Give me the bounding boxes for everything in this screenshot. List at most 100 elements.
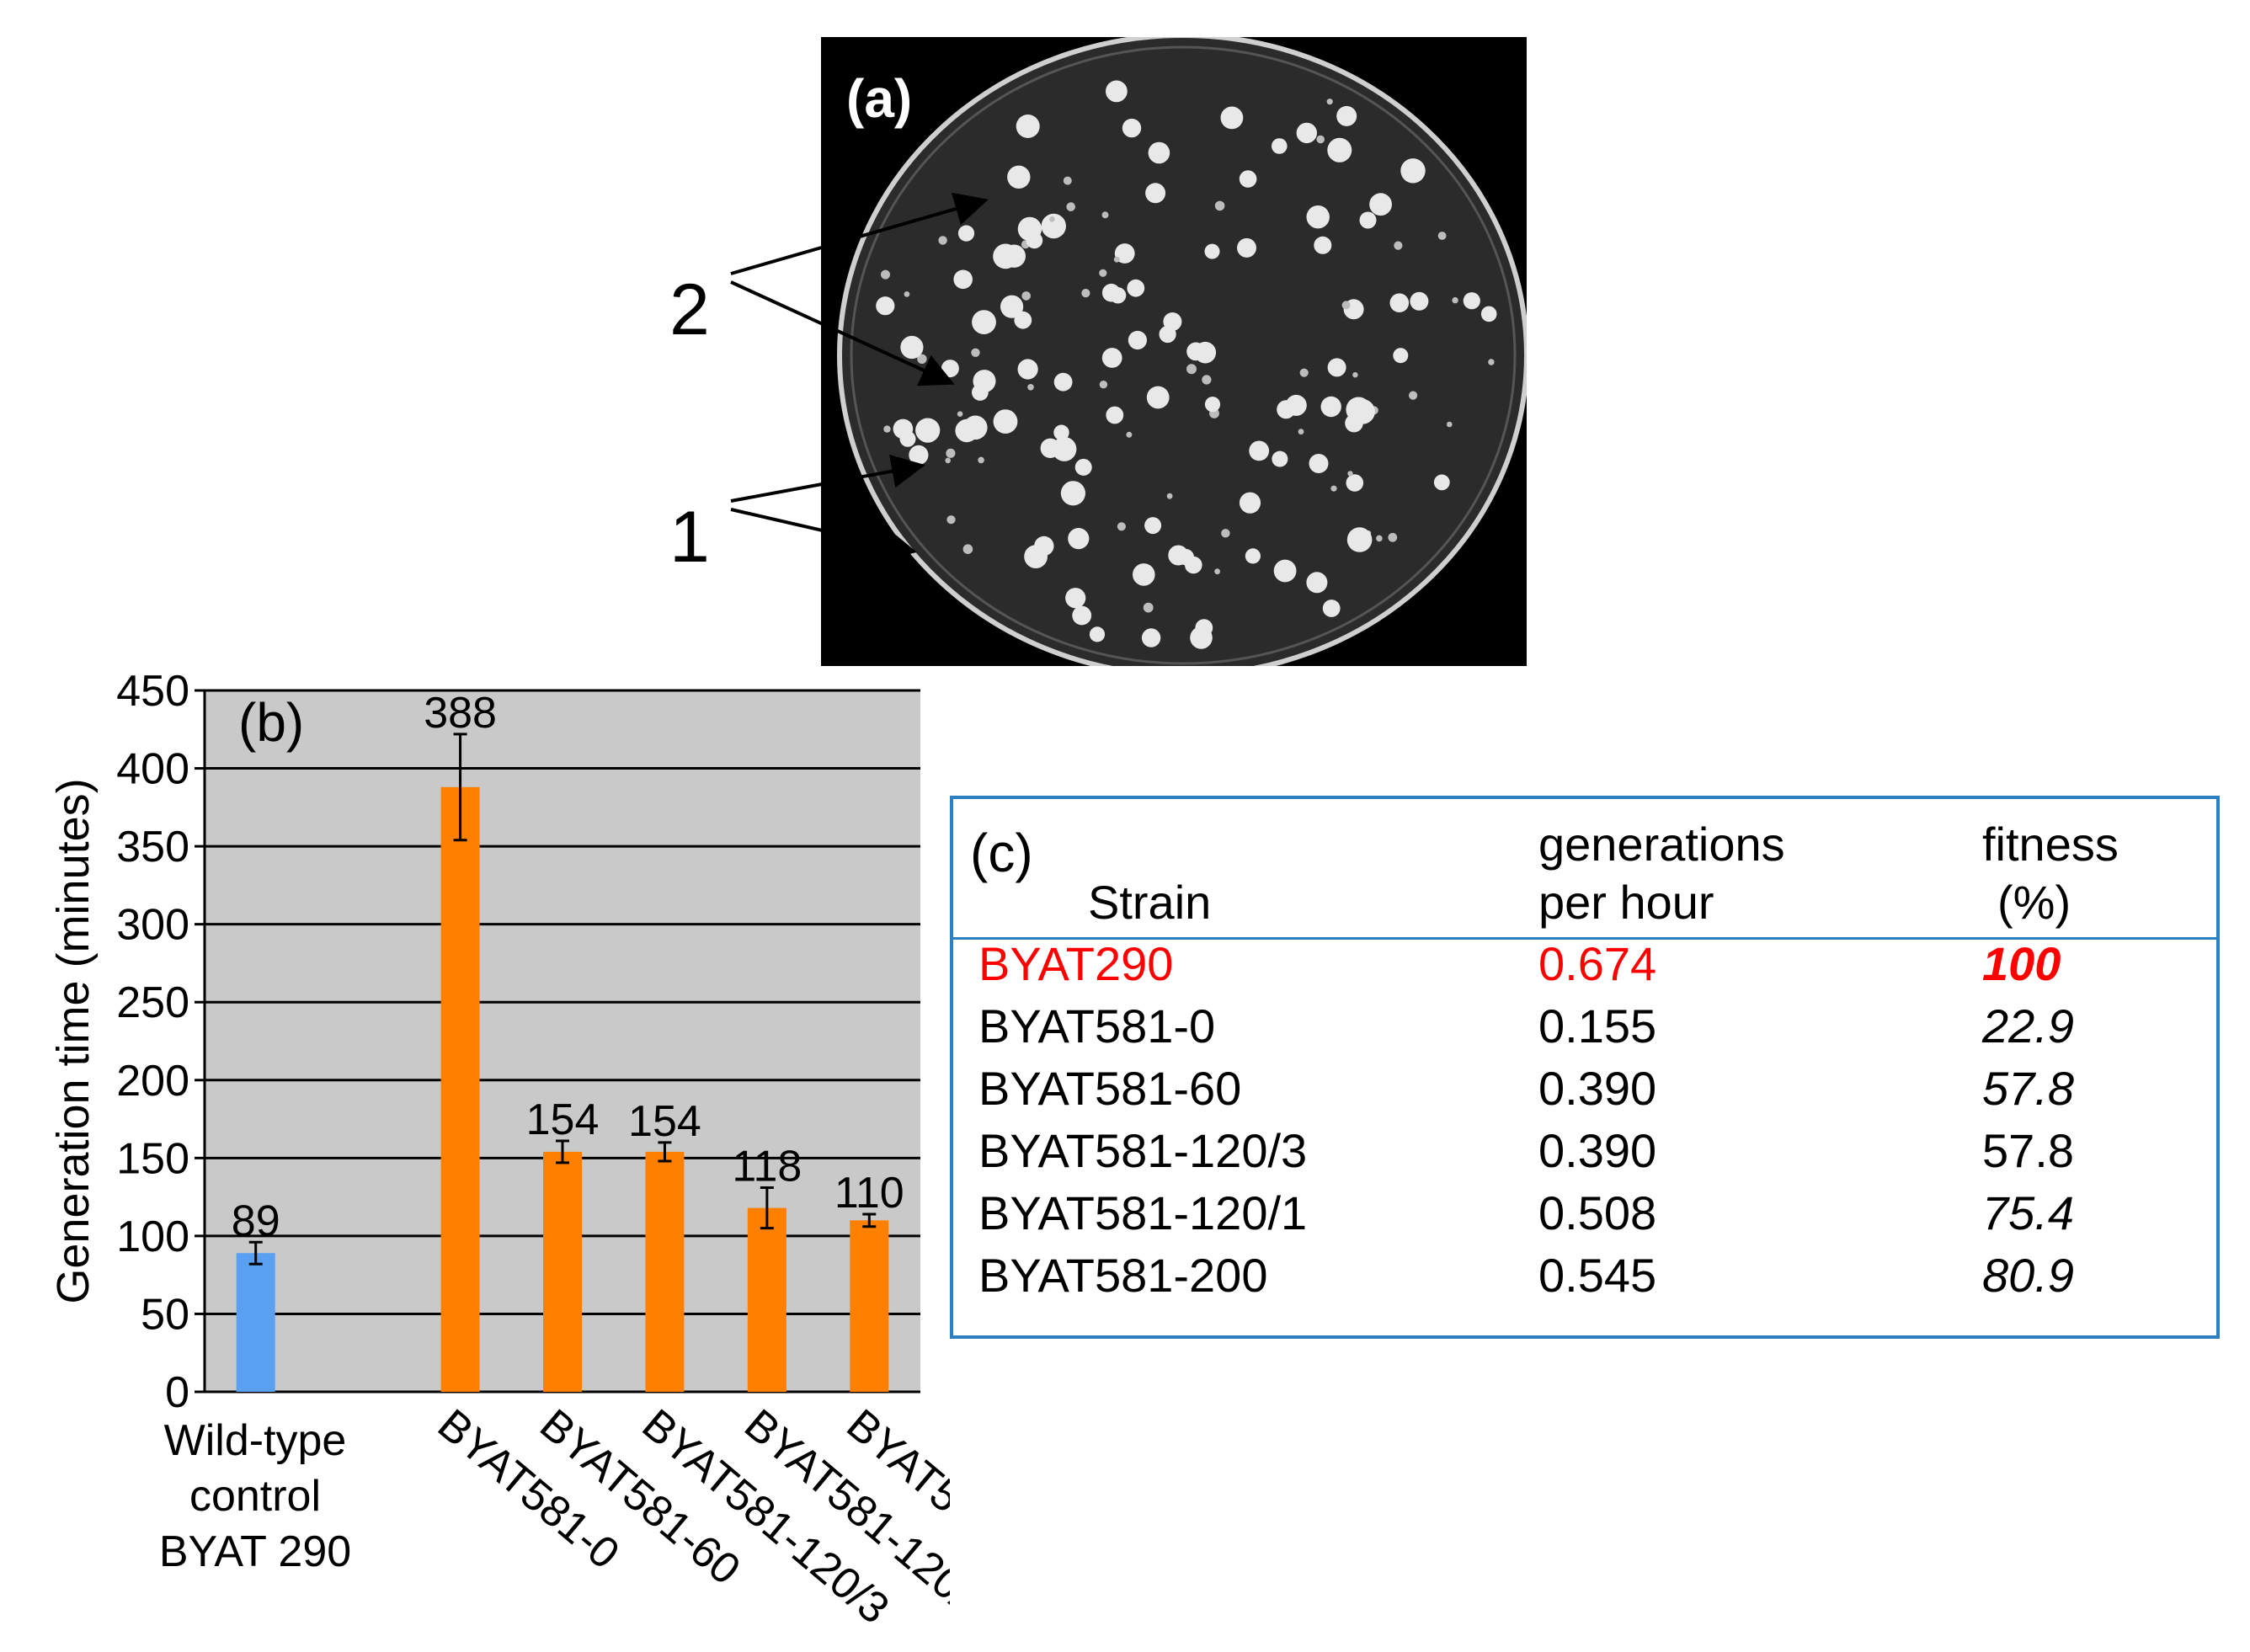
arrow-2-lower xyxy=(730,280,955,386)
fitness-cell: 57.8 xyxy=(1982,1062,2074,1115)
colony xyxy=(1400,158,1426,184)
petri-dish xyxy=(837,37,1527,666)
colony xyxy=(883,425,891,433)
colony xyxy=(1437,232,1447,240)
colony xyxy=(1072,605,1092,626)
colony xyxy=(1330,485,1337,492)
colony xyxy=(900,335,924,360)
colony xyxy=(1099,381,1108,389)
colony xyxy=(957,411,963,418)
colony xyxy=(1393,348,1409,364)
colony xyxy=(1388,532,1398,542)
gph-cell: 0.674 xyxy=(1538,937,1657,990)
fitness-cell: 100 xyxy=(1982,937,2061,990)
colony xyxy=(1245,548,1261,564)
y-axis-title: Generation time (minutes) xyxy=(48,778,99,1303)
gph-cell: 0.508 xyxy=(1538,1186,1657,1239)
arrow-2-upper xyxy=(730,192,989,275)
x-tick-label: control xyxy=(189,1472,321,1521)
colony xyxy=(953,269,973,290)
fitness-cell: 57.8 xyxy=(1982,1124,2074,1177)
colony xyxy=(1409,391,1418,400)
colony xyxy=(1016,115,1040,138)
data-label: 110 xyxy=(834,1169,904,1218)
colony xyxy=(1326,99,1333,105)
colony xyxy=(1299,368,1309,377)
colony xyxy=(993,243,1018,269)
colony xyxy=(1285,394,1307,416)
colony xyxy=(1204,397,1221,413)
colony xyxy=(1017,216,1042,242)
colony xyxy=(1101,283,1121,302)
colony xyxy=(1144,517,1162,535)
colony xyxy=(1186,364,1197,375)
colony xyxy=(899,430,916,447)
colony xyxy=(1239,492,1261,514)
colony xyxy=(1447,421,1453,428)
colony xyxy=(1106,406,1124,424)
colony xyxy=(938,236,947,245)
bar xyxy=(747,1207,786,1392)
colony xyxy=(1389,293,1410,313)
colony xyxy=(1114,243,1135,264)
colony xyxy=(1347,471,1353,477)
colony xyxy=(1099,269,1107,277)
colony xyxy=(1101,211,1109,219)
data-label: 118 xyxy=(732,1143,802,1191)
colony xyxy=(1117,522,1126,531)
strain-cell: BYAT581-60 xyxy=(978,1062,1242,1115)
chart-panel-b: 0 50 100 150 200 250 300 350 400 450 Generation ti… xyxy=(0,665,1074,1652)
colony xyxy=(876,296,895,316)
colony xyxy=(1021,291,1031,301)
colony xyxy=(972,310,996,334)
colonies xyxy=(876,80,1497,649)
colony xyxy=(1214,200,1225,211)
colony xyxy=(1249,440,1270,461)
plate-image: (a) xyxy=(821,37,1527,666)
colony xyxy=(1309,454,1329,473)
colony xyxy=(1204,243,1220,259)
colony xyxy=(1166,493,1173,499)
gph-cell: 0.155 xyxy=(1538,999,1657,1052)
colony xyxy=(1327,358,1346,377)
colony xyxy=(1133,563,1155,586)
colony xyxy=(1463,292,1480,310)
colony xyxy=(1322,600,1341,617)
colony xyxy=(1346,397,1372,423)
strain-cell: BYAT290 xyxy=(978,937,1174,990)
colony xyxy=(1296,122,1317,144)
colony xyxy=(881,269,890,280)
colony xyxy=(1314,236,1332,254)
header-fitness-line2: (%) xyxy=(1997,876,2071,929)
y-tick-label: 300 xyxy=(116,901,189,950)
colony xyxy=(1060,481,1085,506)
colony xyxy=(955,418,978,443)
panel-b-label: (b) xyxy=(238,692,304,753)
arrow-1-lower xyxy=(730,508,917,562)
colony xyxy=(1066,202,1075,211)
colony xyxy=(1410,291,1429,311)
panel-a-label: (a) xyxy=(846,68,912,129)
bar xyxy=(236,1253,275,1392)
colony xyxy=(1052,436,1077,461)
colony xyxy=(1306,572,1328,594)
panel-c-label: (c) xyxy=(970,823,1033,883)
arrow-label-2: 2 xyxy=(669,269,710,350)
header-strain: Strain xyxy=(1088,876,1212,929)
colony xyxy=(1177,549,1194,566)
colony xyxy=(1272,138,1288,154)
bar xyxy=(543,1151,582,1392)
colony xyxy=(962,544,973,554)
colony xyxy=(946,515,956,525)
colony xyxy=(1113,256,1120,263)
bar-chart: 0 50 100 150 200 250 300 350 400 450 Generation ti… xyxy=(48,667,1074,1633)
colony xyxy=(972,384,989,401)
y-tick-label: 350 xyxy=(116,823,189,871)
colony xyxy=(1053,424,1069,440)
colony xyxy=(971,348,980,357)
colony xyxy=(1346,474,1364,492)
colony xyxy=(1024,545,1048,568)
colony xyxy=(1063,176,1072,185)
colony xyxy=(1394,241,1403,250)
colony xyxy=(1480,306,1497,322)
